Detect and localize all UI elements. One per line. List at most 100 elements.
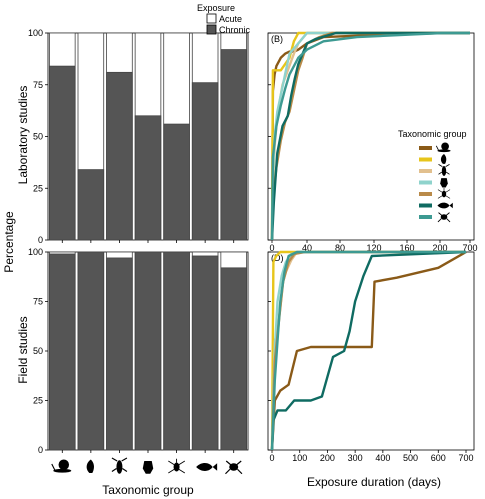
bar-chronic xyxy=(49,65,76,241)
mite-body xyxy=(441,190,447,198)
larva-body xyxy=(142,461,154,474)
leech-body xyxy=(440,154,447,164)
bar-chronic xyxy=(220,267,247,451)
panel-label: (B) xyxy=(271,34,283,44)
x-tick-label: 0 xyxy=(269,243,274,253)
snail-icon xyxy=(435,142,451,153)
leech-icon xyxy=(440,154,447,164)
y-tick-label: 50 xyxy=(33,346,43,356)
insect-larva-icon xyxy=(440,178,448,188)
x-tick-label: 300 xyxy=(348,453,363,463)
bar-chronic xyxy=(134,251,162,451)
series-line xyxy=(270,250,467,451)
x-tick-label: 120 xyxy=(366,243,381,253)
x-tick-label: 200 xyxy=(320,453,335,463)
bar-chronic xyxy=(106,257,133,451)
y-tick-label: 50 xyxy=(33,132,43,142)
x-tick-label: 40 xyxy=(302,243,312,253)
fish-body xyxy=(437,202,453,209)
series-line xyxy=(270,31,470,241)
crayfish-body xyxy=(441,166,447,176)
taxa-legend-title: Taxonomic group xyxy=(398,129,467,139)
snail-icon xyxy=(51,459,72,473)
panel-label: (D) xyxy=(271,253,284,263)
frog-legs xyxy=(225,460,243,475)
frog-body xyxy=(440,214,448,220)
snail-shell xyxy=(441,142,449,151)
legend-label-chronic: Chronic xyxy=(219,25,251,35)
x-tick-label: 500 xyxy=(403,453,418,463)
bar-chronic xyxy=(191,82,219,241)
crayfish-icon xyxy=(111,457,128,474)
snail-foot xyxy=(53,468,72,473)
taxonomic-group-legend: Taxonomic group xyxy=(398,129,467,223)
taxa-icon-row xyxy=(51,457,243,475)
bar-chronic xyxy=(163,123,190,241)
x-tick-label: 400 xyxy=(375,453,390,463)
bar-chronic xyxy=(163,251,190,451)
y-tick-label: 25 xyxy=(33,183,43,193)
x-tick-label: 160 xyxy=(399,243,414,253)
fish-icon xyxy=(437,202,453,209)
snail-tentacle xyxy=(435,145,439,151)
frog-legs xyxy=(437,212,451,223)
series-line xyxy=(270,31,470,241)
y-axis-label: Percentage xyxy=(2,211,16,273)
bar-chronic xyxy=(134,115,162,241)
panel-d: (D) 0 100 200 300 400 500 600 700 xyxy=(267,250,475,463)
x-tick-label: 700 xyxy=(462,243,477,253)
mite-body xyxy=(173,462,180,472)
fish-body xyxy=(196,463,218,471)
x-tick-label: 0 xyxy=(269,453,274,463)
crayfish-legs xyxy=(438,164,450,175)
leech-icon xyxy=(86,459,94,473)
series-line xyxy=(270,250,467,451)
x-tick-label: 100 xyxy=(292,453,307,463)
legend-label-acute: Acute xyxy=(219,14,242,24)
leech-body xyxy=(86,459,94,473)
legend-swatch-acute xyxy=(206,13,217,24)
y-tick-label: 75 xyxy=(33,297,43,307)
snail-foot xyxy=(437,149,451,153)
series-line xyxy=(270,250,466,451)
bar-chronic xyxy=(191,255,219,451)
water-mite-icon xyxy=(437,187,451,199)
y-tick-label: 0 xyxy=(38,445,43,455)
frog-body xyxy=(229,463,239,471)
y-tick-label: 75 xyxy=(33,80,43,90)
bar-chronic xyxy=(49,253,76,451)
x-tick-label: 80 xyxy=(335,243,345,253)
y-tick-label: 25 xyxy=(33,396,43,406)
larva-body xyxy=(440,178,448,188)
y-tick-label: 0 xyxy=(38,235,43,245)
frog-icon xyxy=(437,212,451,223)
legend-swatch-chronic xyxy=(206,24,217,35)
crayfish-body xyxy=(116,460,123,474)
panel-b: (B) 0 40 80 120 160 200 700 xyxy=(267,31,478,253)
y-tick-label: 100 xyxy=(28,28,43,38)
x-tick-label: 600 xyxy=(431,453,446,463)
row-label-field: Field studies xyxy=(16,316,30,383)
y-tick-label: 100 xyxy=(28,247,43,257)
water-mite-icon xyxy=(168,458,186,474)
x-axis-label-left: Taxonomic group xyxy=(102,483,194,497)
bar-chronic xyxy=(220,49,247,241)
snail-shell xyxy=(58,459,70,470)
crayfish-icon xyxy=(438,164,450,176)
mite-legs xyxy=(168,458,186,474)
x-axis-label-right: Exposure duration (days) xyxy=(307,475,441,489)
bar-chronic xyxy=(106,71,133,241)
x-tick-label: 700 xyxy=(458,453,473,463)
bar-chronic xyxy=(77,251,105,451)
x-tick-label: 200 xyxy=(432,243,447,253)
crayfish-legs xyxy=(111,457,128,472)
insect-larva-icon xyxy=(142,461,154,474)
snail-tentacle xyxy=(51,463,56,471)
frog-icon xyxy=(225,460,243,475)
exposure-legend-title: Exposure xyxy=(197,3,235,13)
exposure-legend: Exposure Acute Chronic xyxy=(197,3,251,35)
bar-chronic xyxy=(77,169,105,241)
fish-icon xyxy=(196,463,218,471)
